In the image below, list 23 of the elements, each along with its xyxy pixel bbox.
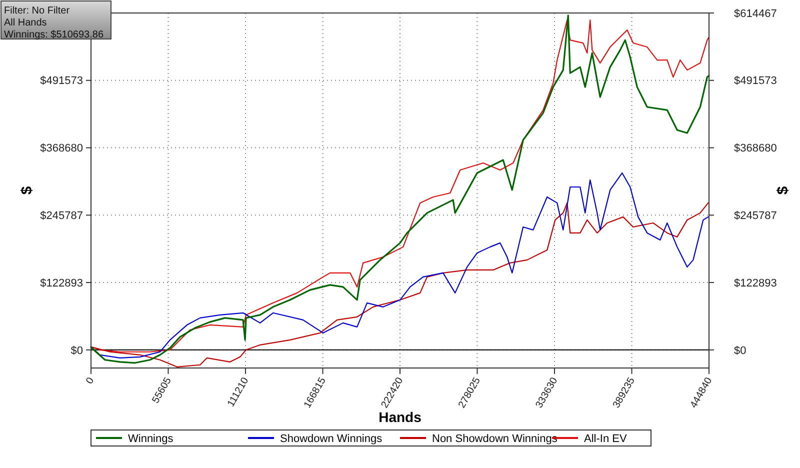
x-tick-label: 0	[84, 375, 97, 386]
y2-tick-label: $245787	[734, 210, 777, 222]
line-series	[90, 202, 709, 368]
y-tick-label: $368680	[40, 142, 83, 155]
annotation: Winnings: $510693.86	[4, 30, 104, 40]
y2-tick-label: $122893	[734, 277, 777, 290]
text: Filter: No Filter	[4, 6, 70, 16]
legend-label: Winnings	[128, 432, 174, 445]
y-axis-title: $	[18, 186, 36, 195]
y2-tick-label: $0	[734, 344, 746, 357]
text: All Hands	[4, 18, 47, 28]
legend-label: Non Showdown Winnings	[432, 432, 558, 445]
y-tick-label: $0	[70, 344, 83, 357]
x-axis-title: Hands	[378, 409, 422, 425]
legend-label: Showdown Winnings	[280, 432, 383, 445]
legend-label: All-In EV	[584, 432, 628, 445]
y2-axis-title: $	[774, 186, 792, 195]
y2-tick-label: $491573	[734, 75, 777, 88]
y-tick-label: $245787	[40, 210, 83, 222]
y2-tick-label: $368680	[734, 142, 777, 155]
y-tick-label: $491573	[40, 75, 83, 88]
y2-tick-label: $614467	[734, 8, 777, 20]
y-tick-label: $122893	[40, 277, 83, 290]
